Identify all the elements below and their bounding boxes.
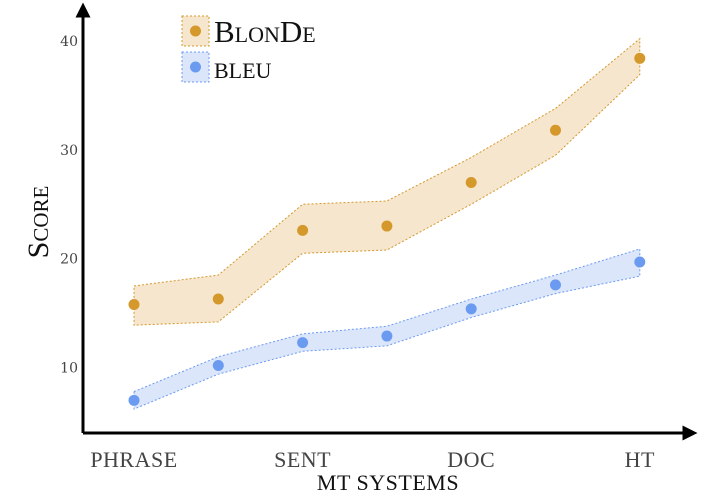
data-points <box>128 52 646 406</box>
confidence-band-series-0 <box>133 37 641 326</box>
data-point-series-1 <box>634 256 646 268</box>
data-point-series-0 <box>465 176 477 188</box>
data-point-series-0 <box>128 298 140 310</box>
legend-label: BlonDe <box>214 14 316 49</box>
y-axis-title: Score <box>22 186 55 259</box>
x-tick-label: HT <box>625 447 655 472</box>
data-point-series-0 <box>297 224 309 236</box>
y-tick-label: 30 <box>60 143 78 159</box>
x-tick-label: PHRASE <box>90 447 177 472</box>
data-point-series-1 <box>128 394 140 406</box>
x-tick-label: DOC <box>447 447 495 472</box>
data-point-series-1 <box>212 359 224 371</box>
y-tick-label: 20 <box>60 252 78 268</box>
data-point-series-1 <box>297 337 309 349</box>
legend-marker <box>190 61 201 73</box>
legend-label: bleu <box>214 50 272 85</box>
data-point-series-1 <box>465 303 477 315</box>
x-axis-title: MT SYSTEMS <box>317 470 459 495</box>
data-point-series-0 <box>550 124 561 136</box>
data-point-series-0 <box>381 220 393 232</box>
confidence-band-series-1 <box>133 248 641 410</box>
data-point-series-1 <box>381 330 393 342</box>
data-point-series-1 <box>550 279 561 291</box>
data-point-series-0 <box>212 293 224 305</box>
data-point-series-0 <box>634 52 646 64</box>
legend-marker <box>190 25 201 37</box>
confidence-bands <box>133 37 641 410</box>
x-tick-label: SENT <box>274 447 331 472</box>
y-tick-label: 40 <box>60 34 78 50</box>
y-tick-label: 10 <box>60 361 78 377</box>
y-tick-labels: 10 20 30 40 <box>60 34 78 377</box>
x-tick-labels: PHRASE SENT DOC HT <box>90 447 655 472</box>
